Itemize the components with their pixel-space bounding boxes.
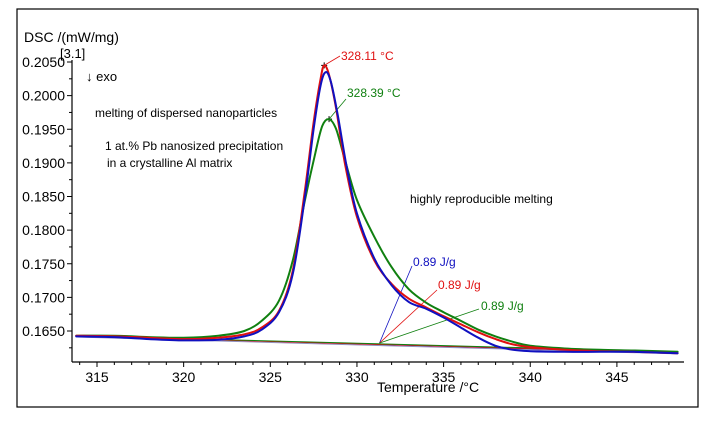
y-tick-label: 0.1850 <box>22 189 65 205</box>
y-tick-label: 0.2000 <box>22 88 65 104</box>
series-line-blue <box>75 71 679 355</box>
leader-area-blue <box>379 265 413 344</box>
x-tick-label: 345 <box>605 369 629 385</box>
leader-peak-red <box>323 55 341 66</box>
chart-frame <box>16 8 699 408</box>
annotation-pb-precipitation: 1 at.% Pb nanosized precipitation <box>105 139 283 153</box>
annotation-reproducible: highly reproducible melting <box>410 192 553 206</box>
x-tick-label: 330 <box>345 369 369 385</box>
leader-lines-group <box>321 55 480 344</box>
annotation-melting-nanoparticles: melting of dispersed nanoparticles <box>95 106 277 120</box>
y-axis-title: DSC /(mW/mg) <box>24 29 119 45</box>
annotation-al-matrix: in a crystalline Al matrix <box>107 156 232 170</box>
x-tick-label: 325 <box>259 369 283 385</box>
peak-label-red: 328.11 °C <box>341 49 394 63</box>
x-tick-label: 315 <box>85 369 109 385</box>
y-tick-label: 0.1950 <box>22 121 65 137</box>
y-tick-label: 0.1700 <box>22 289 65 305</box>
y-ticks-group: 0.2050 0.2000 0.1950 0.1900 0.1850 0.1800 0.17… <box>22 54 72 349</box>
area-label-red: 0.89 J/g <box>438 278 481 292</box>
y-tick-label: 0.1750 <box>22 256 65 272</box>
x-axis-title: Temperature /°C <box>377 379 479 395</box>
y-tick-label: 0.1900 <box>22 155 65 171</box>
y-tick-label: 0.2050 <box>22 54 65 70</box>
x-ticks-group: 315 320 325 330 335 340 345 <box>79 362 670 385</box>
y-tick-label: 0.1650 <box>22 323 65 339</box>
x-tick-label: 340 <box>519 369 543 385</box>
exo-direction-marker: ↓ exo <box>86 69 117 84</box>
leader-area-red <box>379 289 438 344</box>
peak-label-green: 328.39 °C <box>347 86 401 100</box>
area-label-blue: 0.89 J/g <box>413 255 456 269</box>
series-group <box>75 64 679 355</box>
x-tick-label: 335 <box>432 369 456 385</box>
y-axis-unit-index: [3.1] <box>60 46 85 61</box>
area-label-green: 0.89 J/g <box>481 299 524 313</box>
series-line-green <box>75 118 679 353</box>
leader-area-green <box>379 308 480 344</box>
y-tick-label: 0.1800 <box>22 222 65 238</box>
x-tick-label: 320 <box>172 369 196 385</box>
series-line-red <box>75 64 679 355</box>
